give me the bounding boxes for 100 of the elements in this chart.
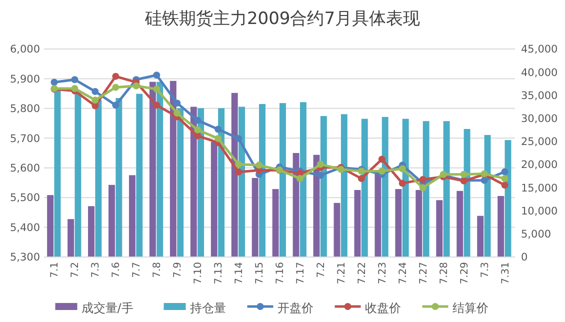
x-tick-label: 7.24 — [398, 262, 409, 284]
bar — [436, 200, 443, 257]
point — [256, 162, 263, 169]
point — [398, 165, 406, 172]
bar — [374, 174, 382, 257]
point — [501, 175, 508, 182]
point — [132, 82, 140, 90]
point — [71, 76, 78, 84]
point — [153, 102, 160, 109]
y2-tick-label: 20,000 — [521, 159, 558, 172]
x-tick-label: 7.2 — [316, 262, 327, 278]
bar — [74, 92, 82, 257]
y-tick-label: 5,300 — [10, 252, 40, 264]
y2-tick-label: 45,000 — [521, 44, 558, 56]
x-tick-label: 7.10 — [193, 262, 204, 284]
y-tick-label: 5,500 — [10, 192, 40, 204]
x-tick-label: 7.21 — [336, 262, 348, 284]
x-tick-label: 7.13 — [214, 262, 225, 284]
point — [378, 168, 386, 175]
y-tick-label: 6,000 — [10, 44, 40, 56]
bar — [340, 114, 348, 257]
point — [112, 72, 120, 80]
point — [50, 78, 58, 86]
point — [153, 72, 160, 79]
bar — [361, 118, 368, 257]
x-tick-label: 7.8 — [152, 262, 164, 278]
point — [235, 168, 242, 176]
y2-tick-label: 25,000 — [521, 136, 558, 148]
bar — [280, 103, 286, 257]
x-tick-label: 7.16 — [275, 262, 286, 284]
x-tick-label: 7.3 — [90, 262, 102, 278]
point — [194, 132, 202, 140]
y-tick-label: 5,600 — [10, 162, 40, 175]
y-tick-label: 5,700 — [10, 132, 40, 145]
bar — [422, 121, 430, 257]
legend-label: 收盘价 — [364, 301, 401, 315]
bar — [190, 106, 197, 257]
bar — [252, 178, 258, 257]
bar — [382, 116, 388, 257]
point — [480, 176, 488, 184]
bar — [128, 175, 136, 257]
bar — [477, 216, 484, 257]
point — [398, 180, 406, 187]
point — [92, 88, 99, 95]
bar — [177, 108, 184, 257]
bar — [334, 202, 340, 257]
point — [460, 170, 468, 178]
bar — [156, 82, 164, 257]
point — [194, 126, 202, 134]
bar — [95, 100, 102, 257]
x-tick-label: 7.31 — [500, 262, 512, 284]
point — [316, 160, 324, 168]
x-tick-label: 7.22 — [356, 262, 368, 284]
bar — [210, 142, 218, 257]
chart-title: 硅铁期货主力2009合约7月具体表现 — [144, 9, 420, 29]
bar — [464, 128, 470, 257]
bar — [354, 190, 361, 257]
x-tick-label: 7.28 — [438, 262, 450, 284]
y2-tick-label: 10,000 — [521, 205, 558, 218]
x-tick-label: 7.15 — [254, 262, 266, 284]
legend-label: 持仓量 — [190, 301, 226, 315]
point — [92, 96, 99, 104]
bar — [443, 121, 450, 257]
x-tick-label: 7.7 — [132, 262, 143, 278]
bar — [54, 90, 61, 257]
legend-label: 成交量/手 — [81, 301, 134, 315]
bar — [292, 153, 300, 257]
point — [296, 175, 304, 182]
point — [235, 160, 242, 168]
y-tick-label: 5,400 — [10, 222, 40, 234]
bar — [456, 190, 464, 257]
y-tick-label: 5,900 — [10, 73, 40, 86]
point — [378, 156, 386, 163]
bar — [108, 184, 115, 257]
legend-label: 结算价 — [452, 301, 488, 315]
point — [419, 176, 426, 183]
x-tick-label: 7.29 — [459, 262, 470, 284]
x-tick-label: 7.1 — [50, 262, 61, 278]
bar — [170, 80, 176, 257]
x-tick-label: 7.3 — [480, 262, 491, 278]
bar — [116, 98, 122, 257]
bar — [198, 108, 204, 257]
x-tick-label: 7.23 — [377, 262, 388, 284]
bar — [47, 195, 54, 257]
x-tick-label: 7.9 — [172, 262, 184, 278]
point — [112, 84, 120, 91]
point — [501, 168, 508, 176]
bar — [300, 102, 306, 257]
point — [235, 134, 242, 142]
bar — [395, 189, 402, 257]
bar — [272, 189, 279, 257]
bar — [402, 118, 409, 257]
bar — [68, 219, 74, 257]
point — [194, 116, 202, 124]
x-tick-label: 7.6 — [111, 262, 122, 278]
point — [174, 110, 181, 117]
point — [174, 100, 181, 107]
bar — [320, 116, 327, 257]
point — [214, 134, 222, 142]
bar — [136, 94, 143, 257]
